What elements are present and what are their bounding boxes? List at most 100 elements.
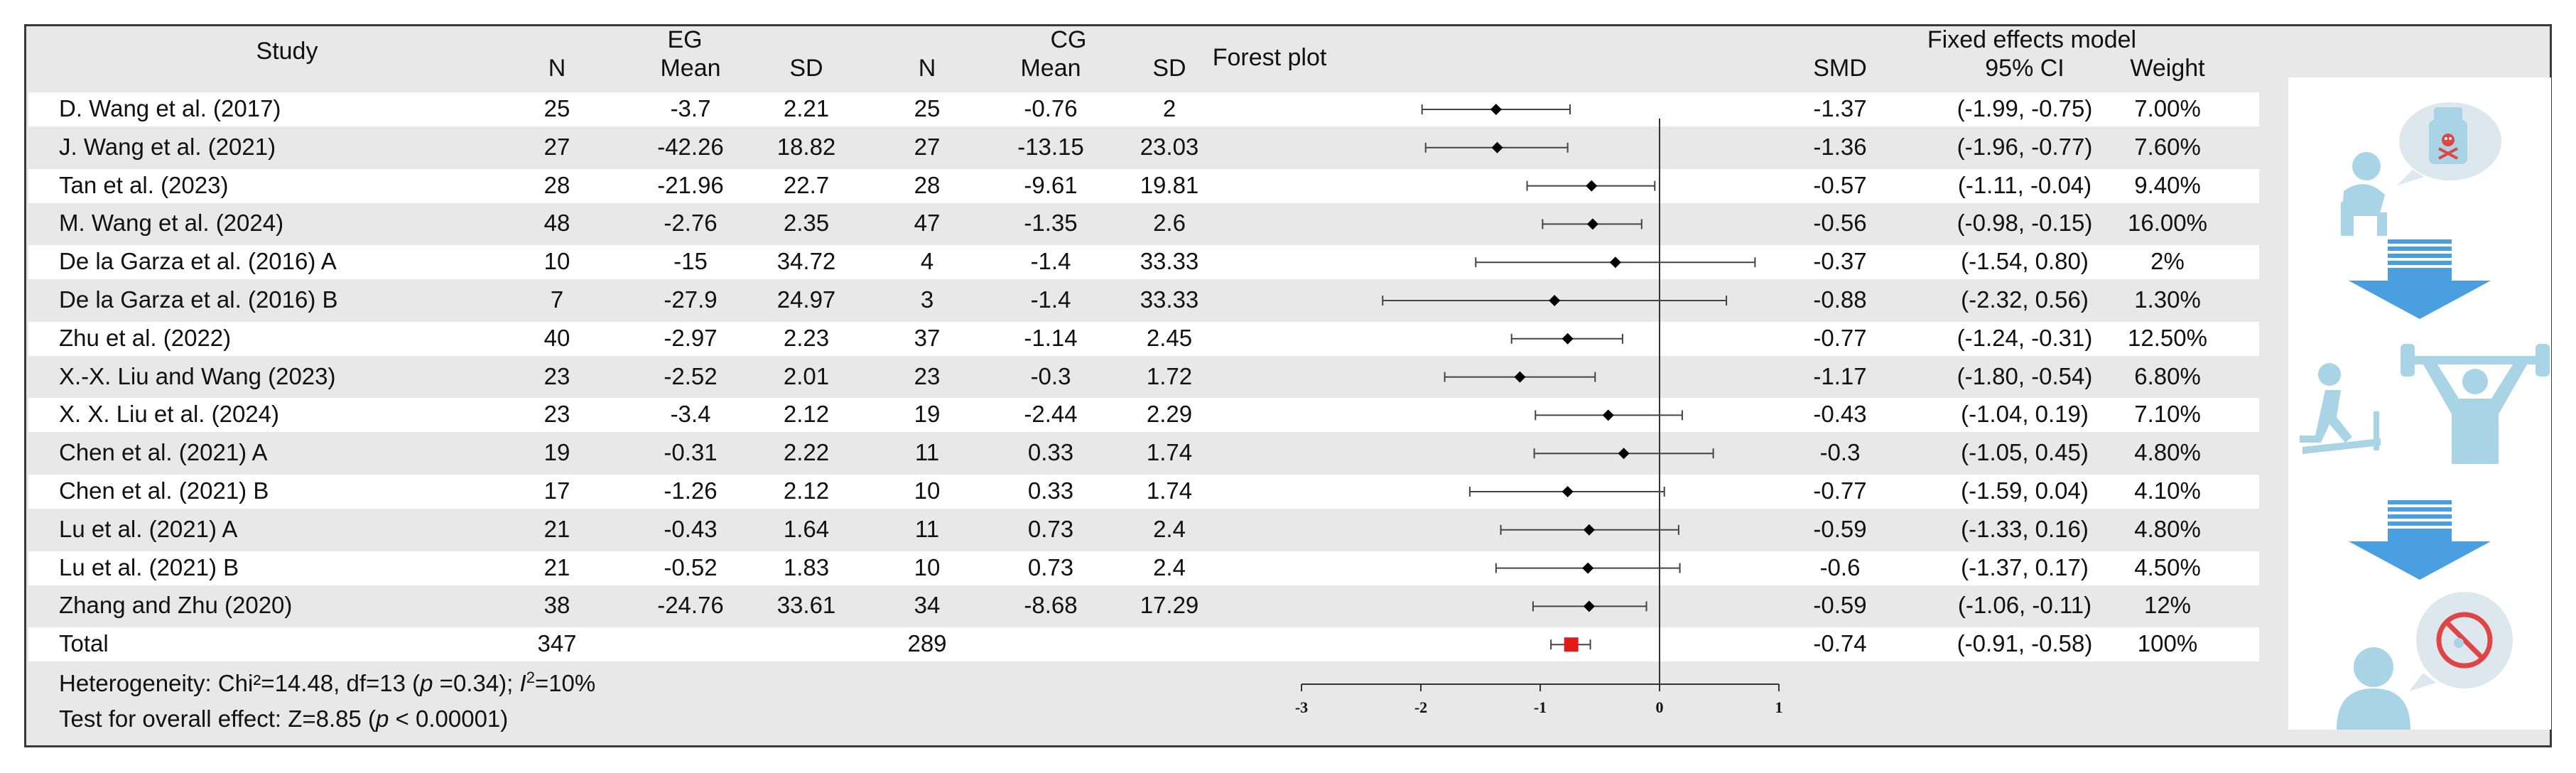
row-cg-sd: 17.29 [1140,592,1199,619]
ci-header: 95% CI [1985,55,2064,82]
row-study: Tan et al. (2023) [59,171,229,198]
row-eg-mean: -21.96 [657,171,724,198]
row-study: Lu et al. (2021) B [59,553,239,580]
row-ci: (-1.06, -0.11) [1957,592,2092,619]
row-cg-n: 23 [914,362,941,389]
row-study: Chen et al. (2021) B [59,477,269,504]
row-eg-mean: -2.97 [664,324,718,351]
effect-marker [1514,371,1526,383]
row-band [28,321,2259,356]
row-band [28,627,2259,662]
eg-n-header: N [548,55,566,82]
row-band [28,245,2259,280]
effect-marker [1583,524,1595,536]
x-tick-label: -2 [1414,698,1427,716]
row-ci: (-1.33, 0.16) [1961,515,2089,542]
row-weight: 1.30% [2134,286,2201,313]
row-weight: 7.00% [2134,95,2201,121]
row-cg-sd: 33.33 [1140,248,1199,275]
row-cg-mean: 0.33 [1027,477,1074,504]
row-band [28,168,2259,203]
row-weight: 4.10% [2134,477,2201,504]
row-eg-mean: -2.52 [664,362,718,389]
row-eg-mean: -27.9 [664,286,718,313]
row-smd: -0.56 [1813,210,1867,237]
row-study: X.-X. Liu and Wang (2023) [59,362,336,389]
row-eg-sd: 2.35 [783,210,830,237]
row-weight: 7.10% [2134,401,2201,428]
row-eg-sd: 2.22 [783,439,830,466]
row-weight: 4.50% [2134,553,2201,580]
row-weight: 16.00% [2128,210,2207,237]
row-cg-sd: 2.4 [1153,553,1186,580]
row-eg-sd: 2.23 [783,324,830,351]
row-weight: 9.40% [2134,171,2201,198]
row-cg-mean: -0.3 [1030,362,1071,389]
row-cg-n: 27 [914,133,941,160]
illustration-panel [2288,77,2551,730]
row-cg-sd: 33.33 [1140,286,1199,313]
row-cg-mean: -2.44 [1024,401,1078,428]
row-cg-mean: -1.35 [1024,210,1078,237]
row-cg-n: 10 [914,553,941,580]
row-eg-n: 28 [543,171,570,198]
row-eg-mean: -24.76 [657,592,724,619]
forest-plot-title: Forest plot [1212,44,1327,71]
row-ci: (-1.24, -0.31) [1957,324,2093,351]
row-cg-sd: 2.29 [1146,401,1193,428]
effect-marker [1602,409,1614,421]
row-study: X. X. Liu et al. (2024) [59,401,280,428]
row-eg-sd: 2.21 [783,95,830,121]
row-eg-n: 10 [543,248,570,275]
row-eg-sd: 33.61 [776,592,836,619]
effect-marker [1583,600,1595,612]
row-cg-mean: -1.14 [1024,324,1078,351]
row-cg-n: 47 [914,210,941,237]
total-study: Total [59,630,109,657]
total-weight: 100% [2137,630,2198,657]
row-cg-mean: 0.73 [1027,553,1074,580]
study-header: Study [256,38,318,65]
row-cg-sd: 23.03 [1140,133,1199,160]
row-study: Zhang and Zhu (2020) [59,592,293,619]
cg-n-header: N [918,55,936,82]
row-smd: -0.6 [1819,553,1861,580]
row-weight: 2% [2150,248,2185,275]
model-header: Fixed effects model [1927,26,2137,53]
row-smd: -1.17 [1813,362,1867,389]
row-study: M. Wang et al. (2024) [59,210,284,237]
row-eg-mean: -0.31 [664,439,718,466]
row-cg-n: 34 [914,592,941,619]
row-eg-n: 23 [543,362,570,389]
row-eg-n: 48 [543,210,570,237]
row-ci: (-1.59, 0.04) [1961,477,2089,504]
row-cg-n: 3 [920,286,934,313]
row-eg-mean: -1.26 [664,477,718,504]
row-ci: (-1.37, 0.17) [1961,553,2089,580]
row-eg-n: 19 [543,439,570,466]
row-eg-sd: 2.12 [783,477,830,504]
row-band [28,92,2259,126]
row-smd: -0.57 [1813,171,1867,198]
row-weight: 12.50% [2128,324,2207,351]
row-cg-n: 25 [914,95,941,121]
row-cg-sd: 1.74 [1146,439,1193,466]
row-ci: (-1.04, 0.19) [1961,401,2089,428]
row-ci: (-1.99, -0.75) [1957,95,2093,121]
row-smd: -0.88 [1813,286,1867,313]
row-eg-sd: 22.7 [783,171,830,198]
effect-marker [1491,141,1503,153]
total-smd: -0.74 [1813,630,1867,657]
row-ci: (-1.11, -0.04) [1957,171,2092,198]
row-study: Lu et al. (2021) A [59,515,238,542]
row-smd: -0.3 [1819,439,1861,466]
row-weight: 6.80% [2134,362,2201,389]
row-cg-mean: -13.15 [1017,133,1084,160]
effect-marker [1549,295,1561,306]
row-cg-sd: 2.45 [1146,324,1193,351]
row-ci: (-0.98, -0.15) [1957,210,2093,237]
row-eg-mean: -0.52 [664,553,718,580]
effect-marker [1618,448,1630,460]
forest-plot-table: Study EG CG Forest plot Fixed effects mo… [24,24,2552,747]
overall-effect-text: Test for overall effect: Z=8.85 (p < 0.0… [59,706,509,732]
